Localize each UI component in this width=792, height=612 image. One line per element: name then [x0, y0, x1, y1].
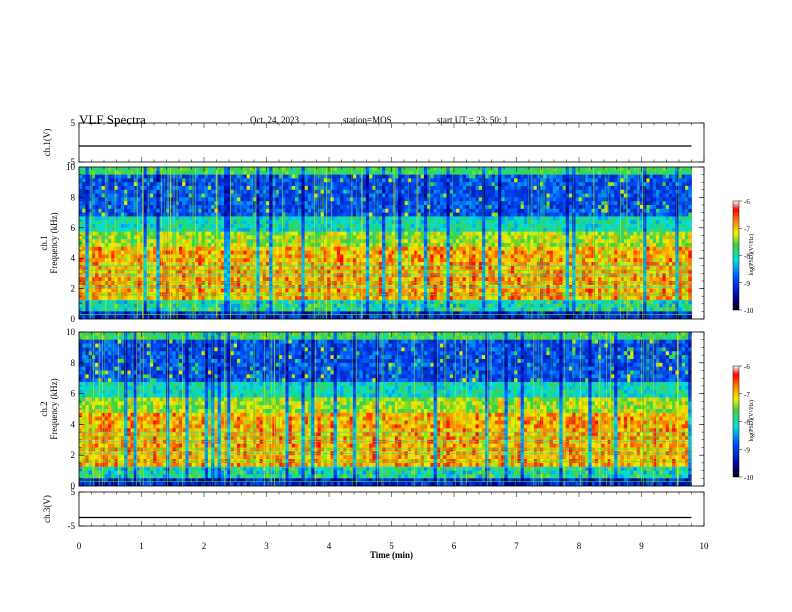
y-tick-label: 8 [71, 358, 76, 368]
y-tick-label: 6 [71, 223, 76, 233]
colorbar-ch2 [732, 365, 740, 478]
colorbar-tick-label: -6 [744, 198, 750, 206]
y-axis-label: ch.1 [39, 235, 49, 250]
y-axis-label: Frequency (kHz) [49, 378, 59, 439]
y-tick-label: 0 [71, 481, 76, 491]
colorbar-tick-label: -10 [744, 307, 754, 315]
y-tick-label: -5 [68, 157, 76, 167]
x-tick-label: 0 [77, 541, 82, 551]
x-tick-label: 9 [639, 541, 644, 551]
y-axis-label: Frequency (kHz) [49, 212, 59, 273]
y-tick-label: 4 [71, 419, 76, 429]
y-tick-label: 2 [71, 450, 76, 460]
spectrogram-ch1 [79, 167, 692, 319]
x-tick-label: 5 [389, 541, 394, 551]
colorbar-tick-label: -7 [744, 391, 750, 399]
start-time-label: start UT = 23: 50: 1 [437, 115, 509, 125]
x-tick-label: 3 [264, 541, 269, 551]
colorbar-tick-label: -7 [744, 225, 750, 233]
x-tick-label: 2 [202, 541, 207, 551]
colorbar-tick-label: -8 [744, 253, 750, 261]
x-tick-label: 7 [514, 541, 519, 551]
x-tick-label: 4 [327, 541, 332, 551]
spectrogram-ch2 [79, 332, 692, 486]
colorbar-tick-label: -6 [744, 363, 750, 371]
colorbar-tick-label: -9 [744, 446, 750, 454]
y-tick-label: 6 [71, 389, 76, 399]
y-axis-label: ch.2 [39, 401, 49, 416]
y-tick-label: -5 [68, 521, 76, 531]
colorbar-tick-label: -8 [744, 419, 750, 427]
station-label: station=MOS [343, 115, 392, 125]
y-tick-label: 10 [66, 327, 76, 337]
y-tick-label: 8 [71, 192, 76, 202]
y-tick-label: 4 [71, 253, 76, 263]
y-tick-label: 5 [71, 487, 76, 497]
y-tick-label: 5 [71, 118, 76, 128]
colorbar-label: log(PSD)(V²/Hz) [748, 400, 755, 441]
x-tick-label: 8 [577, 541, 582, 551]
x-tick-label: 1 [139, 541, 144, 551]
date-label: Oct. 24, 2023 [250, 115, 299, 125]
x-tick-label: 6 [452, 541, 457, 551]
x-tick-label: 10 [700, 541, 710, 551]
panel-frame-ch1-voltage [78, 122, 705, 163]
y-tick-label: 2 [71, 284, 76, 294]
y-tick-label: 10 [66, 162, 76, 172]
y-axis-label: ch.1(V) [42, 129, 52, 157]
colorbar-label: log(PSD)(V²/Hz) [748, 234, 755, 275]
colorbar-tick-label: -10 [744, 474, 754, 482]
panel-frame-ch3-voltage [78, 491, 705, 527]
y-axis-label: ch.3(V) [42, 495, 52, 523]
plot-layer: -5 5 ch.1(V) -10 -9 -8 -7 -6 log(PSD)(V²/Hz) 0 2 4 6… [39, 118, 755, 560]
colorbar-ch1 [732, 200, 740, 311]
colorbar-tick-label: -9 [744, 280, 750, 288]
x-axis-label: Time (min) [370, 550, 413, 560]
y-tick-label: 0 [71, 314, 76, 324]
